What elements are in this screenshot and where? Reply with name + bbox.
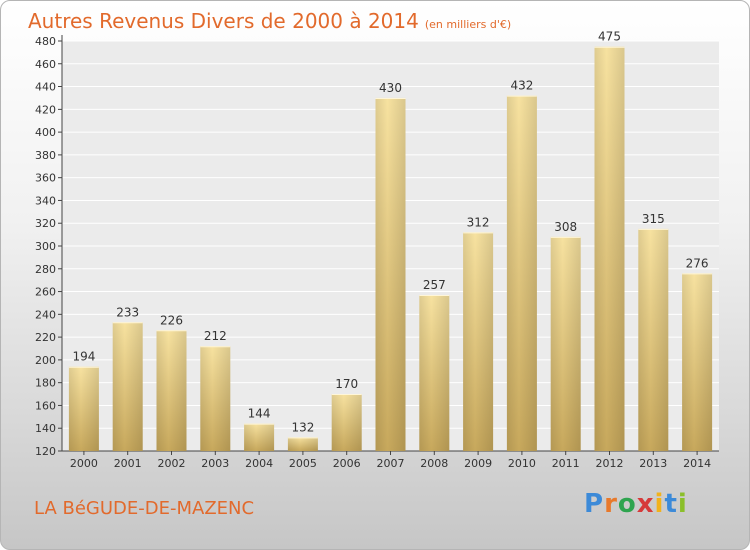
bar-shade: [419, 294, 450, 451]
logo-letter: i: [677, 489, 688, 519]
y-tick-label: 280: [35, 263, 56, 276]
y-tick-label: 200: [35, 354, 56, 367]
logo-letter: P: [584, 489, 605, 519]
y-tick-label: 180: [35, 377, 56, 390]
x-tick-label: 2010: [508, 457, 536, 470]
chart-title: Autres Revenus Divers de 2000 à 2014 (en …: [28, 9, 511, 33]
y-tick-label: 300: [35, 240, 56, 253]
bar-value-label: 312: [467, 215, 490, 229]
y-tick-label: 480: [35, 35, 56, 48]
logo-letter: r: [604, 489, 618, 519]
bar-value-label: 226: [160, 313, 183, 327]
y-tick-label: 220: [35, 331, 56, 344]
bar-shade: [550, 236, 581, 451]
y-tick-label: 160: [35, 399, 56, 412]
x-tick-label: 2009: [464, 457, 492, 470]
bar-value-label: 170: [335, 377, 358, 391]
y-tick-label: 120: [35, 445, 56, 458]
y-tick-label: 240: [35, 308, 56, 321]
x-tick-label: 2003: [201, 457, 229, 470]
bar-value-label: 144: [248, 407, 271, 421]
y-tick-label: 420: [35, 103, 56, 116]
bar-shade: [156, 330, 187, 451]
bar-value-label: 233: [116, 305, 139, 319]
bar-value-label: 432: [510, 79, 533, 93]
bar-value-label: 430: [379, 81, 402, 95]
x-tick-label: 2014: [683, 457, 711, 470]
bar-value-label: 194: [72, 350, 95, 364]
y-tick-label: 260: [35, 286, 56, 299]
x-tick-label: 2007: [377, 457, 405, 470]
y-tick-label: 340: [35, 194, 56, 207]
bar-shade: [682, 273, 713, 451]
bar-shade: [331, 394, 362, 451]
bar-value-label: 212: [204, 329, 227, 343]
x-tick-label: 2011: [552, 457, 580, 470]
bar-shade: [506, 95, 537, 452]
x-tick-label: 2012: [596, 457, 624, 470]
bar-value-label: 308: [554, 220, 577, 234]
y-tick-label: 440: [35, 81, 56, 94]
bar-chart: 120 140 160 180 200 220 240 260 280 300 320 340 360 3…: [35, 30, 719, 470]
y-tick-label: 140: [35, 422, 56, 435]
bar-shade: [287, 437, 318, 451]
x-tick-label: 2008: [420, 457, 448, 470]
proxiti-logo[interactable]: Proxiti: [584, 489, 688, 519]
bar-shade: [200, 346, 231, 451]
x-tick-label: 2006: [333, 457, 361, 470]
bar-shade: [638, 228, 669, 451]
x-tick-label: 2001: [114, 457, 142, 470]
bar-value-label: 475: [598, 30, 621, 44]
logo-letter: i: [654, 489, 665, 519]
y-tick-label: 360: [35, 172, 56, 185]
y-tick-label: 380: [35, 149, 56, 162]
x-tick-label: 2002: [158, 457, 186, 470]
bar-value-label: 276: [686, 256, 709, 270]
logo-letter: t: [664, 489, 678, 519]
bar-shade: [112, 322, 143, 451]
bar-value-label: 257: [423, 278, 446, 292]
bar-shade: [375, 97, 406, 451]
logo-letter: o: [617, 489, 637, 519]
chart-subtitle: (en milliers d'€): [424, 18, 512, 31]
x-tick-label: 2000: [70, 457, 98, 470]
x-tick-label: 2004: [245, 457, 273, 470]
y-tick-label: 460: [35, 58, 56, 71]
y-tick-label: 320: [35, 217, 56, 230]
y-tick-label: 400: [35, 126, 56, 139]
logo-letter: x: [636, 489, 655, 519]
commune-name: LA BéGUDE-DE-MAZENC: [34, 498, 255, 519]
bar-value-label: 132: [291, 420, 314, 434]
x-tick-label: 2013: [639, 457, 667, 470]
chart-title-text: Autres Revenus Divers de 2000 à 2014: [28, 9, 419, 33]
bar-shade: [68, 366, 99, 451]
bar-value-label: 315: [642, 212, 665, 226]
bar-shade: [244, 423, 275, 451]
bar-shade: [594, 46, 625, 451]
x-tick-label: 2005: [289, 457, 317, 470]
bar-shade: [463, 232, 494, 451]
